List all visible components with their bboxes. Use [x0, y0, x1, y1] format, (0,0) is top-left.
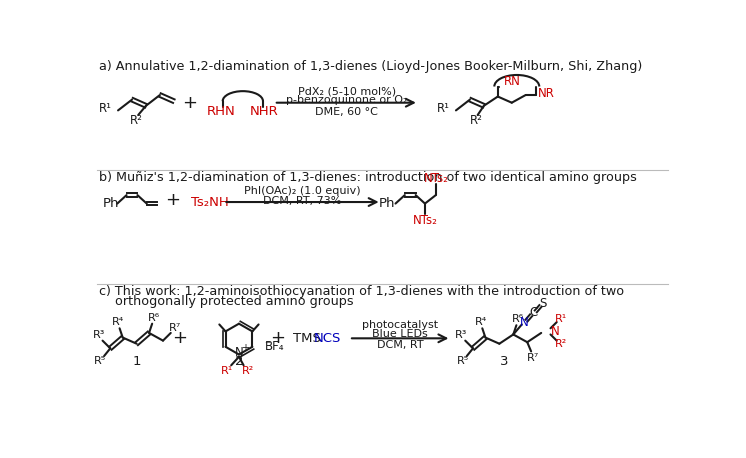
- Text: RHN: RHN: [207, 105, 236, 119]
- Text: NTs₂: NTs₂: [413, 214, 438, 227]
- Text: R²: R²: [470, 114, 483, 127]
- Text: C: C: [530, 306, 538, 319]
- Text: a) Annulative 1,2-diamination of 1,3-dienes (Lioyd-Jones Booker-Milburn, Shi, Zh: a) Annulative 1,2-diamination of 1,3-die…: [99, 60, 643, 72]
- Text: +: +: [182, 94, 197, 112]
- Text: b) Muñiz's 1,2-diamination of 1,3-dienes: introduction of two identical amino gr: b) Muñiz's 1,2-diamination of 1,3-dienes…: [99, 171, 637, 184]
- Text: orthogonally protected amino groups: orthogonally protected amino groups: [99, 295, 354, 308]
- Text: NHR: NHR: [250, 105, 279, 119]
- Text: S: S: [539, 297, 546, 310]
- Text: +: +: [172, 329, 187, 347]
- Text: NCS: NCS: [313, 332, 341, 345]
- Text: R¹: R¹: [555, 314, 568, 324]
- Text: R⁶: R⁶: [512, 314, 524, 324]
- Text: R³: R³: [93, 330, 105, 340]
- Text: N: N: [520, 316, 528, 329]
- Text: NTs₂: NTs₂: [424, 172, 449, 185]
- Text: photocatalyst: photocatalyst: [362, 320, 438, 330]
- Text: 1: 1: [132, 355, 141, 368]
- Text: RN: RN: [504, 76, 521, 88]
- Text: BF₄: BF₄: [265, 339, 284, 353]
- Text: c) This work: 1,2-aminoisothiocyanation of 1,3-dienes with the introduction of t: c) This work: 1,2-aminoisothiocyanation …: [99, 285, 624, 298]
- Text: R²: R²: [242, 365, 254, 376]
- Text: 3: 3: [500, 355, 508, 368]
- Text: R¹: R¹: [436, 102, 450, 115]
- Text: p-benzoquinone or O₂: p-benzoquinone or O₂: [286, 95, 407, 105]
- Text: ⁻: ⁻: [264, 339, 270, 352]
- Text: R¹: R¹: [220, 365, 233, 376]
- Text: DCM, RT, 73%: DCM, RT, 73%: [263, 196, 342, 206]
- Text: R⁴: R⁴: [474, 317, 487, 327]
- Text: Ts₂NH: Ts₂NH: [191, 196, 229, 208]
- Text: R⁷: R⁷: [169, 322, 181, 333]
- Text: N: N: [234, 346, 243, 359]
- Text: R¹: R¹: [99, 102, 112, 115]
- Text: +: +: [270, 329, 285, 347]
- Text: R⁷: R⁷: [527, 353, 539, 363]
- Text: 2: 2: [235, 355, 243, 368]
- Text: DME, 60 °C: DME, 60 °C: [316, 107, 378, 117]
- Text: PhI(OAc)₂ (1.0 equiv): PhI(OAc)₂ (1.0 equiv): [244, 186, 361, 196]
- Text: R²: R²: [131, 114, 143, 127]
- Text: TMS: TMS: [293, 332, 321, 345]
- Text: R⁴: R⁴: [112, 317, 124, 327]
- Text: +: +: [241, 343, 249, 353]
- Text: DCM, RT: DCM, RT: [377, 340, 424, 350]
- Text: Blue LEDs: Blue LEDs: [372, 329, 428, 339]
- Text: PdX₂ (5-10 mol%): PdX₂ (5-10 mol%): [298, 86, 395, 96]
- Text: N: N: [551, 325, 560, 338]
- Text: R⁵: R⁵: [457, 356, 469, 366]
- Text: +: +: [165, 191, 180, 209]
- Text: NR: NR: [538, 87, 555, 100]
- Text: R²: R²: [555, 339, 568, 349]
- Text: R³: R³: [455, 330, 468, 340]
- Text: Ph: Ph: [102, 197, 119, 210]
- Text: R⁶: R⁶: [148, 312, 160, 322]
- Text: R⁵: R⁵: [94, 356, 106, 366]
- Text: Ph: Ph: [379, 197, 395, 210]
